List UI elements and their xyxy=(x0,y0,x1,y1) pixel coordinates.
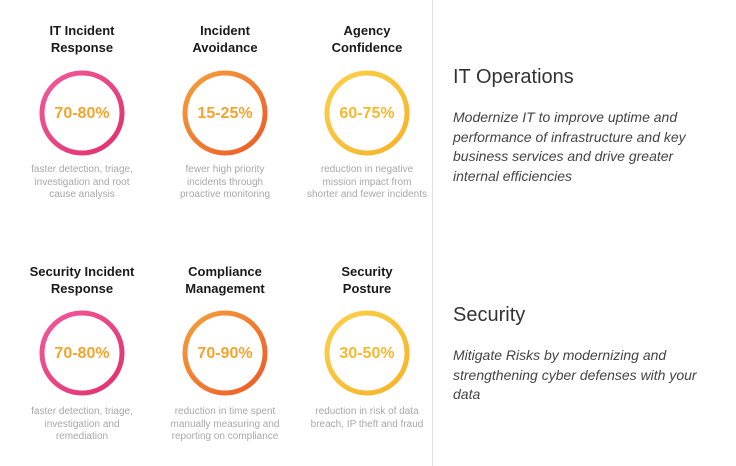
text-line: Security xyxy=(341,264,393,279)
divider xyxy=(432,0,433,466)
text-line: Incident xyxy=(200,23,250,38)
metric-title: IT Incident Response xyxy=(12,22,152,56)
text-line: Management xyxy=(185,281,265,296)
text-line: strengthening cyber defenses with your xyxy=(453,366,697,383)
text-line: Response xyxy=(50,40,114,55)
text-line: manually measuring and xyxy=(170,418,280,430)
text-line: investigation and root xyxy=(34,176,130,188)
metric-ring xyxy=(39,70,125,156)
text-line: breach, IP theft and fraud xyxy=(310,418,424,430)
text-line: internal efficiencies xyxy=(453,167,573,184)
text-line: reporting on compliance xyxy=(171,431,279,442)
text-line: Mitigate Risks by modernizing and xyxy=(453,347,667,363)
text-line: investigation and xyxy=(44,418,120,430)
metric-title: Agency Confidence xyxy=(297,22,437,56)
metric-ring xyxy=(182,70,268,156)
text-line: IT Incident xyxy=(49,23,115,38)
text-line: data xyxy=(453,386,481,402)
metric-ring xyxy=(182,310,268,396)
text-line: cause analysis xyxy=(49,189,115,200)
text-line: reduction in negative xyxy=(320,164,414,175)
text-line: shorter and fewer incidents xyxy=(306,189,428,200)
metric-description: reduction in risk of data breach, IP thef… xyxy=(292,406,442,431)
metric-value: 70-80% xyxy=(54,345,109,362)
text-line: performance of infrastructure and key xyxy=(453,128,686,145)
section-description: Mitigate Risks by modernizing and strengt… xyxy=(453,346,697,405)
text-line: reduction in time spent xyxy=(174,406,276,417)
metric-ring xyxy=(39,310,125,396)
text-line: Confidence xyxy=(331,40,403,55)
text-line: faster detection, triage, xyxy=(31,164,133,175)
text-line: Posture xyxy=(342,281,392,296)
text-line: mission impact from xyxy=(322,176,412,188)
metric-value: 70-80% xyxy=(54,105,109,122)
metric-value: 30-50% xyxy=(339,345,394,362)
text-line: Response xyxy=(50,281,114,296)
metric-title: Security Incident Response xyxy=(12,263,152,297)
text-line: remediation xyxy=(55,431,109,442)
text-line: Compliance xyxy=(188,264,262,279)
text-line: faster detection, triage, xyxy=(31,406,133,417)
text-line: reduction in risk of data xyxy=(315,406,419,417)
text-line: Agency xyxy=(343,23,391,38)
metric-title: Security Posture xyxy=(297,263,437,297)
section-heading: Security xyxy=(453,304,526,326)
section-heading: IT Operations xyxy=(453,66,574,88)
text-line: fewer high priority xyxy=(185,164,265,175)
metric-description: faster detection, triage, investigation a… xyxy=(7,164,157,202)
metric-value: 70-90% xyxy=(197,345,252,362)
text-line: business services and drive greater xyxy=(453,148,674,164)
metric-ring xyxy=(324,310,410,396)
metric-description: reduction in negative mission impact from… xyxy=(292,164,442,202)
metric-value: 60-75% xyxy=(339,105,394,122)
metric-title: Incident Avoidance xyxy=(155,22,295,56)
metric-description: reduction in time spent manually measurin… xyxy=(150,406,300,444)
metric-title: Compliance Management xyxy=(155,263,295,297)
text-line: incidents through xyxy=(186,176,264,188)
metric-description: fewer high priority incidents through proa… xyxy=(150,164,300,202)
text-line: Security Incident xyxy=(29,264,135,279)
metric-ring xyxy=(324,70,410,156)
text-line: Modernize IT to improve uptime and xyxy=(453,109,678,125)
text-line: proactive monitoring xyxy=(179,189,271,200)
metric-description: faster detection, triage, investigation a… xyxy=(7,406,157,444)
section-description: Modernize IT to improve uptime and perfor… xyxy=(453,108,686,186)
text-line: Avoidance xyxy=(192,40,258,55)
metric-value: 15-25% xyxy=(197,105,252,122)
